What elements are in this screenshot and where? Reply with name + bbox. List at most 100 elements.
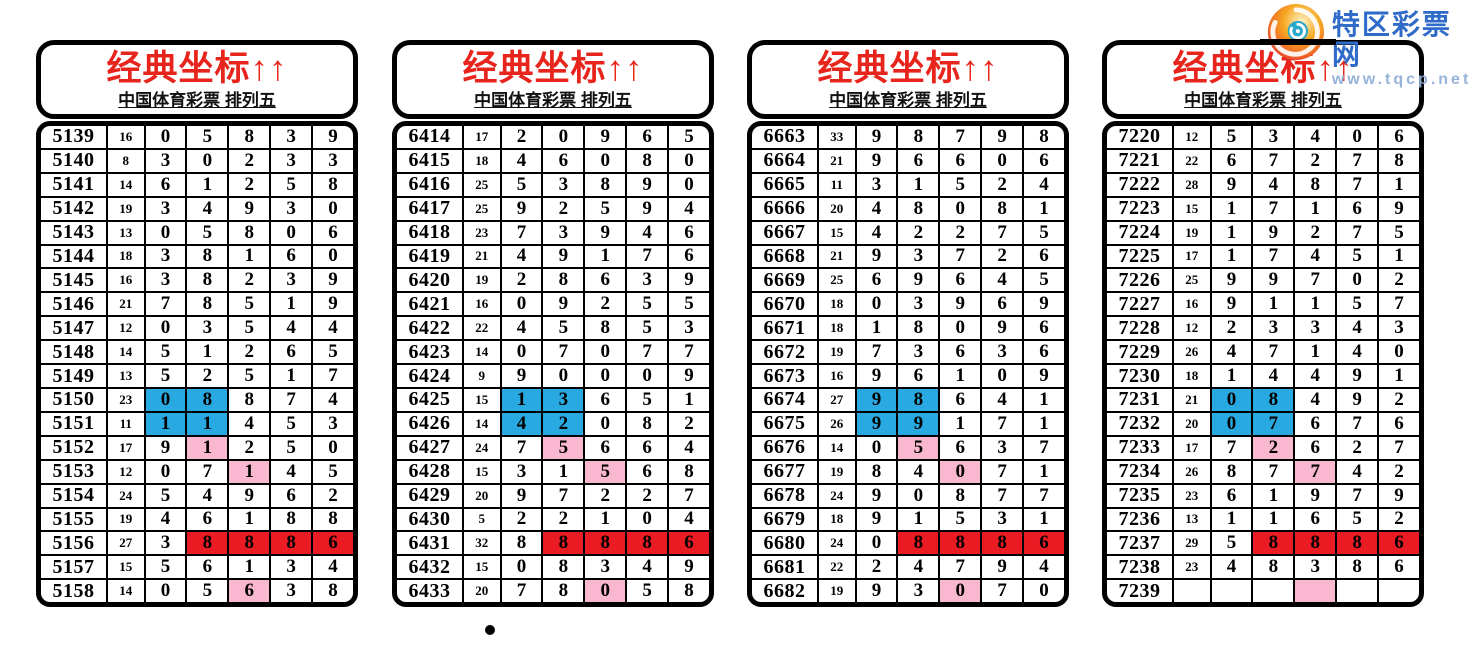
digit-cell: 4 bbox=[1337, 461, 1380, 483]
digit-cell: 4 bbox=[1212, 556, 1254, 579]
digit-cell: 6 bbox=[146, 174, 188, 196]
digit-cell: 1 bbox=[1394, 365, 1404, 387]
digit-cell: 7 bbox=[502, 222, 544, 244]
digit-cell: 2 bbox=[1295, 222, 1338, 244]
sum-cell: 21 bbox=[108, 293, 146, 316]
table-row: 5150 23 0 8 8 7 4 bbox=[41, 388, 353, 413]
issue-cell: 7230 bbox=[1107, 365, 1175, 387]
issue-cell: 6421 bbox=[397, 293, 465, 316]
sum-cell: 19 bbox=[108, 508, 146, 531]
sum-cell: 14 bbox=[464, 341, 502, 364]
table-row: 7238 23 4 8 3 8 6 bbox=[1107, 556, 1419, 581]
digit-cell: 2 bbox=[502, 126, 544, 148]
table-row: 6429 20 9 7 2 2 7 bbox=[397, 484, 709, 509]
digit-cell: 2 bbox=[1394, 388, 1404, 410]
table-row: 7235 23 6 1 9 7 9 bbox=[1107, 484, 1419, 509]
digit-cell: 9 bbox=[146, 437, 188, 459]
digit-cell: 3 bbox=[543, 222, 586, 244]
digit-cell: 4 bbox=[627, 222, 670, 244]
table-row: 5149 13 5 2 5 1 7 bbox=[41, 365, 353, 389]
site-url[interactable]: www.tqcp.net bbox=[1331, 71, 1472, 88]
digit-cell: 1 bbox=[1295, 293, 1338, 316]
issue-cell: 6665 bbox=[752, 173, 820, 196]
sum-cell: 26 bbox=[1174, 341, 1212, 364]
digit-cell: 1 bbox=[1394, 173, 1404, 195]
sum-cell: 15 bbox=[108, 556, 146, 579]
digit-cell: 4 bbox=[328, 556, 338, 578]
sum-cell: 21 bbox=[819, 149, 857, 172]
panel-title: 经典坐标↑↑ bbox=[817, 49, 999, 88]
table-row: 5144 18 3 8 1 6 0 bbox=[41, 245, 353, 270]
digit-cell: 4 bbox=[271, 317, 314, 340]
issue-cell: 6427 bbox=[397, 436, 465, 459]
site-logo[interactable]: 特区彩票网 www.tqcp.net bbox=[1260, 2, 1477, 89]
digit-cell: 3 bbox=[271, 269, 314, 292]
chart-panel: 经典坐标↑↑ 中国体育彩票 排列五 7220 12 5 3 4 0 6 7221 22 6 7 2 7 8 72… bbox=[1102, 40, 1424, 607]
digit-cell: 4 bbox=[982, 389, 1025, 411]
digit-cell: 5 bbox=[585, 461, 628, 483]
table-row: 6432 15 0 8 3 4 9 bbox=[397, 556, 709, 581]
digit-cell: 7 bbox=[1253, 150, 1296, 172]
digit-cell: 8 bbox=[1253, 532, 1296, 555]
issue-cell: 6678 bbox=[752, 484, 820, 507]
digit-cell: 7 bbox=[328, 365, 338, 387]
digit-cell: 0 bbox=[982, 150, 1025, 172]
digit-cell: 9 bbox=[1295, 485, 1338, 507]
sum-cell: 18 bbox=[819, 508, 857, 531]
digit-cell: 3 bbox=[146, 269, 188, 292]
digit-cell: 2 bbox=[543, 198, 586, 220]
issue-cell: 6673 bbox=[752, 365, 820, 387]
digit-cell: 9 bbox=[328, 125, 338, 147]
digit-cell: 9 bbox=[1394, 197, 1404, 219]
issue-cell: 5146 bbox=[41, 293, 109, 316]
digit-cell: 1 bbox=[1212, 222, 1254, 244]
digit-cell: 4 bbox=[898, 461, 941, 483]
sum-cell: 14 bbox=[108, 173, 146, 196]
digit-cell: 3 bbox=[1295, 317, 1338, 340]
digit-cell: 0 bbox=[146, 222, 188, 244]
digit-cell: 5 bbox=[940, 508, 983, 531]
digit-cell: 1 bbox=[1212, 365, 1254, 387]
digit-cell: 6 bbox=[627, 126, 670, 148]
digit-cell: 4 bbox=[501, 413, 544, 435]
table-row: 5151 11 1 1 4 5 3 bbox=[41, 412, 353, 437]
digit-cell: 2 bbox=[1253, 437, 1296, 459]
digit-cell: 7 bbox=[857, 341, 899, 364]
table-row: 6673 16 9 6 1 0 9 bbox=[752, 365, 1064, 389]
sum-cell: 27 bbox=[108, 532, 146, 555]
digit-cell: 0 bbox=[585, 580, 628, 602]
issue-cell: 7235 bbox=[1107, 484, 1175, 507]
digit-cell: 8 bbox=[229, 389, 272, 411]
digit-cell: 8 bbox=[229, 532, 272, 555]
table-row: 5141 14 6 1 2 5 8 bbox=[41, 173, 353, 198]
digit-cell: 6 bbox=[1212, 150, 1254, 172]
issue-cell: 7236 bbox=[1107, 508, 1175, 531]
table-row: 6665 11 3 1 5 2 4 bbox=[752, 173, 1064, 198]
digit-cell: 6 bbox=[1212, 485, 1254, 507]
sum-cell: 17 bbox=[1174, 436, 1212, 459]
issue-cell: 6415 bbox=[397, 149, 465, 172]
table-row: 7220 12 5 3 4 0 6 bbox=[1107, 126, 1419, 150]
digit-cell: 1 bbox=[1039, 388, 1049, 410]
digit-cell: 6 bbox=[1295, 508, 1338, 531]
issue-cell: 7238 bbox=[1107, 556, 1175, 579]
sum-cell: 13 bbox=[108, 221, 146, 244]
digit-cell: 7 bbox=[1253, 413, 1296, 435]
digit-cell: 8 bbox=[1039, 125, 1049, 147]
digit-cell: 8 bbox=[627, 150, 670, 172]
digit-cell: 5 bbox=[1337, 293, 1380, 316]
issue-cell: 7231 bbox=[1107, 388, 1175, 411]
sum-cell: 19 bbox=[108, 197, 146, 220]
issue-cell: 6422 bbox=[397, 317, 465, 340]
digit-cell: 5 bbox=[1337, 508, 1380, 531]
digit-cell: 0 bbox=[145, 389, 188, 411]
table-row: 6672 19 7 3 6 3 6 bbox=[752, 341, 1064, 366]
digit-cell: 8 bbox=[543, 269, 586, 292]
digit-cell: 3 bbox=[684, 317, 694, 339]
digit-cell: 7 bbox=[940, 556, 983, 579]
table-row: 5157 15 5 6 1 3 4 bbox=[41, 556, 353, 581]
digit-cell: 7 bbox=[502, 437, 544, 459]
issue-cell: 6672 bbox=[752, 341, 820, 364]
table-row: 5153 12 0 7 1 4 5 bbox=[41, 460, 353, 485]
table-row: 7226 25 9 9 7 0 2 bbox=[1107, 269, 1419, 294]
